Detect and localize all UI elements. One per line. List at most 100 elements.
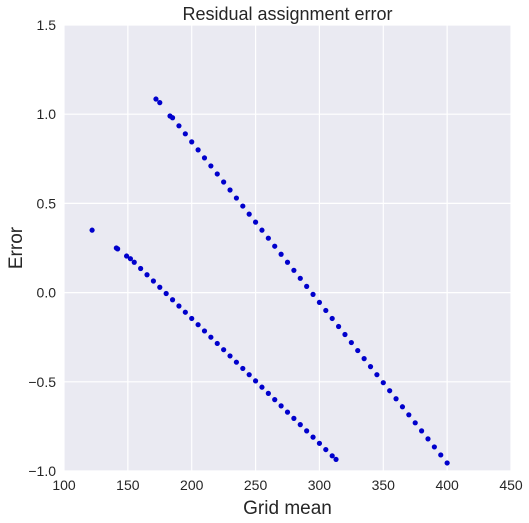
data-point <box>342 331 348 338</box>
data-point <box>406 412 412 418</box>
data-point <box>227 187 233 193</box>
data-points <box>89 96 450 466</box>
x-axis-label: Grid mean <box>243 498 332 519</box>
data-point <box>123 253 130 259</box>
data-point <box>259 384 265 390</box>
data-point <box>310 291 316 297</box>
x-tick-label: 200 <box>180 477 204 493</box>
x-tick-label: 400 <box>435 477 459 493</box>
data-point <box>214 340 220 347</box>
data-point <box>399 404 406 410</box>
data-point <box>425 436 431 442</box>
grid-lines <box>63 24 512 472</box>
data-point <box>393 396 399 402</box>
data-point <box>304 428 310 434</box>
data-point <box>208 163 214 169</box>
data-point <box>265 390 271 396</box>
data-point <box>297 275 303 281</box>
data-point <box>329 315 335 322</box>
data-point <box>259 227 265 233</box>
data-point <box>272 397 278 403</box>
x-tick-label: 100 <box>52 477 76 493</box>
data-point <box>444 460 450 466</box>
data-point <box>89 227 95 233</box>
data-point <box>348 339 354 346</box>
data-point <box>195 322 201 328</box>
data-point <box>252 219 259 225</box>
y-tick-label: 1.5 <box>37 17 57 33</box>
data-point <box>361 356 367 362</box>
x-tick-label: 450 <box>499 477 523 493</box>
data-point <box>208 334 214 340</box>
data-point <box>431 444 437 450</box>
data-point <box>195 147 201 153</box>
data-point <box>316 299 323 306</box>
data-point <box>150 278 156 284</box>
data-point <box>246 372 252 378</box>
data-point <box>233 195 240 201</box>
data-point <box>297 422 303 428</box>
data-point <box>278 251 284 257</box>
data-point <box>284 409 291 415</box>
data-point <box>335 323 342 330</box>
data-point <box>291 267 297 273</box>
x-tick-label: 150 <box>116 477 140 493</box>
data-point <box>153 96 159 102</box>
data-point <box>201 155 208 161</box>
y-tick-label: 1.0 <box>37 106 57 122</box>
data-point <box>138 265 144 272</box>
data-point <box>419 428 425 434</box>
data-point <box>278 403 284 409</box>
data-point <box>412 420 418 426</box>
data-point <box>176 303 182 309</box>
y-axis-label: Error <box>6 226 27 269</box>
y-tick-label: −0.5 <box>28 374 56 390</box>
data-point <box>323 446 329 453</box>
data-point <box>323 307 329 314</box>
data-point <box>169 297 176 303</box>
data-point <box>131 259 137 265</box>
data-point <box>189 315 195 322</box>
data-point <box>284 259 291 265</box>
y-tick-label: 0.5 <box>37 195 57 211</box>
data-point <box>115 246 121 252</box>
data-point <box>304 283 310 289</box>
data-point <box>310 434 316 440</box>
data-point <box>176 123 182 129</box>
data-point <box>355 347 361 354</box>
data-point <box>163 290 169 297</box>
data-point <box>157 284 163 290</box>
y-tick-label: 0.0 <box>37 285 57 301</box>
data-point <box>182 309 188 315</box>
data-point <box>438 452 444 458</box>
data-point <box>333 456 339 463</box>
data-point <box>233 359 240 365</box>
tick-labels: 100 150 200 250 300 350 400 450 −1.0 −0.5 0.0 0.5 1.… <box>28 17 523 493</box>
data-point <box>127 256 134 262</box>
data-point <box>240 203 246 209</box>
y-tick-label: −1.0 <box>28 463 56 479</box>
chart-title: Residual assignment error <box>182 4 392 24</box>
x-tick-label: 300 <box>308 477 332 493</box>
data-point <box>265 235 271 241</box>
data-point <box>182 131 188 137</box>
data-point <box>221 347 227 353</box>
data-point <box>367 364 374 370</box>
data-point <box>169 115 176 121</box>
data-point <box>291 415 297 421</box>
plot-background <box>64 25 511 471</box>
x-tick-label: 250 <box>244 477 268 493</box>
data-point <box>252 378 259 384</box>
data-point <box>246 211 252 217</box>
data-point <box>221 179 227 185</box>
data-point <box>387 388 393 394</box>
data-point <box>240 365 246 372</box>
data-point <box>227 353 233 359</box>
data-point <box>329 453 335 459</box>
data-point <box>316 440 323 446</box>
data-point <box>144 272 150 278</box>
data-point <box>189 139 195 145</box>
data-point <box>380 380 386 386</box>
